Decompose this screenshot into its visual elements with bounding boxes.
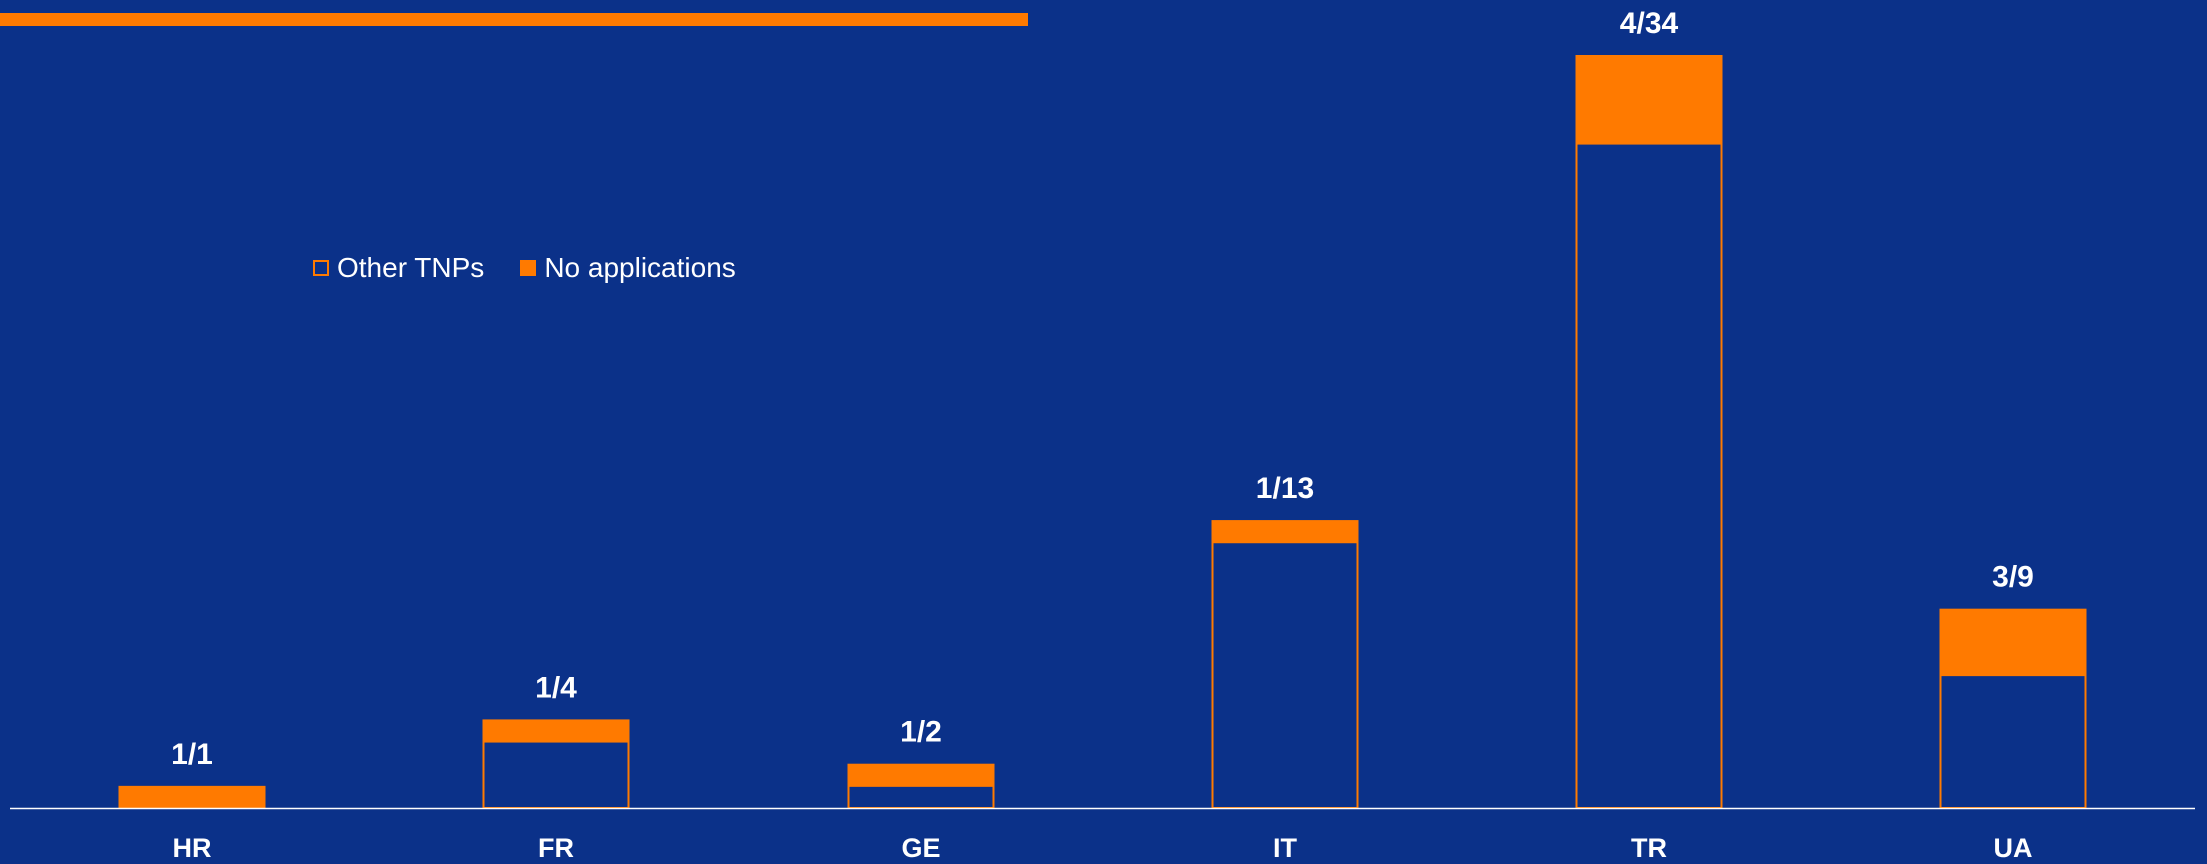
bar-no-applications-hr	[118, 785, 266, 808]
legend-label-no-applications: No applications	[544, 252, 736, 283]
data-label-hr: 1/1	[171, 738, 213, 771]
data-label-ge: 1/2	[900, 716, 942, 749]
bar-no-applications-it	[1211, 520, 1359, 543]
bar-other-tnps-fr	[482, 740, 630, 810]
bar-no-applications-tr	[1575, 55, 1723, 144]
x-tick-label-hr: HR	[173, 833, 212, 863]
bar-other-tnps-ua	[1939, 674, 2087, 810]
accent-bar	[0, 13, 1028, 26]
bar-other-tnps-ge	[847, 784, 995, 810]
bars-layer	[118, 55, 2087, 810]
chart-legend: Other TNPs No applications	[313, 252, 772, 284]
bar-other-tnps-it	[1211, 541, 1359, 809]
x-tick-label-ge: GE	[901, 833, 940, 863]
bar-no-applications-ua	[1939, 608, 2087, 676]
bar-no-applications-ge	[847, 763, 995, 786]
legend-label-other-tnps: Other TNPs	[337, 252, 485, 283]
bar-no-applications-fr	[482, 719, 630, 742]
legend-swatch-outline	[313, 260, 329, 276]
x-tick-label-fr: FR	[538, 833, 574, 863]
data-label-tr: 4/34	[1620, 7, 1679, 40]
data-label-ua: 3/9	[1992, 561, 2034, 594]
data-label-it: 1/13	[1256, 472, 1314, 505]
bar-other-tnps-tr	[1575, 142, 1723, 809]
x-tick-label-tr: TR	[1631, 833, 1667, 863]
labels-layer: 1/1 HR 1/4 FR 1/2 GE 1/13 IT 4/34 TR 3/9 UA	[171, 7, 2034, 863]
legend-item-other-tnps: Other TNPs	[313, 252, 484, 284]
data-label-fr: 1/4	[535, 671, 577, 704]
x-tick-label-ua: UA	[1994, 833, 2033, 863]
legend-item-no-applications: No applications	[520, 252, 736, 284]
legend-swatch-filled	[520, 260, 537, 276]
x-tick-label-it: IT	[1273, 833, 1298, 863]
